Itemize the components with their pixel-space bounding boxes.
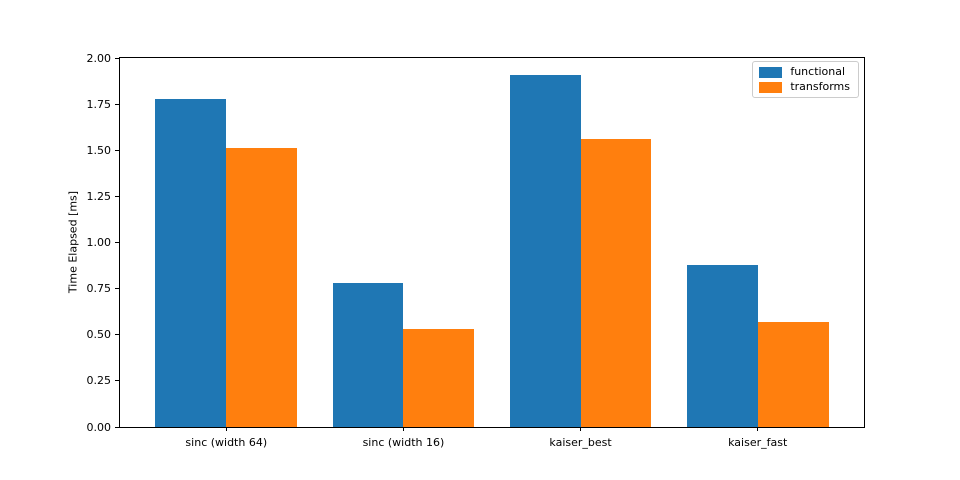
bars-layer bbox=[120, 58, 864, 427]
x-tick-mark bbox=[580, 427, 582, 431]
bar-transforms-sinc-width-16 bbox=[403, 329, 475, 427]
bar-functional-kaiser-best bbox=[509, 74, 581, 427]
y-tick-mark bbox=[115, 195, 119, 197]
y-tick-mark bbox=[115, 149, 119, 151]
y-tick-label: 0.25 bbox=[86, 374, 112, 388]
y-tick-label: 1.50 bbox=[86, 143, 112, 157]
y-tick-mark bbox=[115, 334, 119, 336]
bar-transforms-kaiser-best bbox=[580, 139, 652, 427]
y-tick-mark bbox=[115, 57, 119, 59]
x-tick-mark bbox=[757, 427, 759, 431]
bar-transforms-kaiser-fast bbox=[757, 321, 829, 427]
x-tick-mark bbox=[402, 427, 404, 431]
plot-area: 0.00 0.25 0.50 0.75 1.00 1.25 1.50 1.75 2.00 sin… bbox=[87, 53, 865, 449]
y-tick-label: 1.00 bbox=[86, 236, 112, 249]
y-tick-label: 0.50 bbox=[86, 328, 112, 342]
legend-swatch-functional bbox=[759, 66, 783, 78]
bar-functional-kaiser-fast bbox=[686, 264, 758, 427]
legend: functional transforms bbox=[752, 61, 859, 98]
y-tick-mark bbox=[115, 103, 119, 105]
x-tick-label: kaiser_best bbox=[549, 436, 612, 449]
y-tick-mark bbox=[115, 288, 119, 290]
y-tick-label: 0.00 bbox=[86, 420, 112, 434]
x-tick-label: sinc (width 16) bbox=[362, 436, 445, 449]
y-tick-label: 1.75 bbox=[86, 97, 112, 111]
y-tick-mark bbox=[115, 242, 119, 243]
legend-entry-functional: functional bbox=[759, 66, 850, 78]
x-tick-label: kaiser_fast bbox=[728, 436, 788, 449]
legend-swatch-transforms bbox=[759, 81, 783, 93]
legend-label-transforms: transforms bbox=[790, 80, 850, 93]
bar-transforms-sinc-width-64 bbox=[226, 148, 298, 427]
bar-functional-sinc-width-16 bbox=[332, 283, 404, 427]
bar-functional-sinc-width-64 bbox=[155, 98, 227, 427]
legend-label-functional: functional bbox=[790, 65, 846, 78]
x-tick-label: sinc (width 64) bbox=[185, 436, 268, 449]
y-tick-label: 2.00 bbox=[86, 51, 112, 65]
x-tick-mark bbox=[225, 427, 227, 431]
y-tick-label: 0.75 bbox=[86, 282, 112, 296]
y-tick-mark bbox=[115, 426, 119, 428]
y-tick-label: 1.25 bbox=[86, 189, 112, 203]
y-tick-mark bbox=[115, 380, 119, 382]
legend-entry-transforms: transforms bbox=[759, 81, 850, 93]
